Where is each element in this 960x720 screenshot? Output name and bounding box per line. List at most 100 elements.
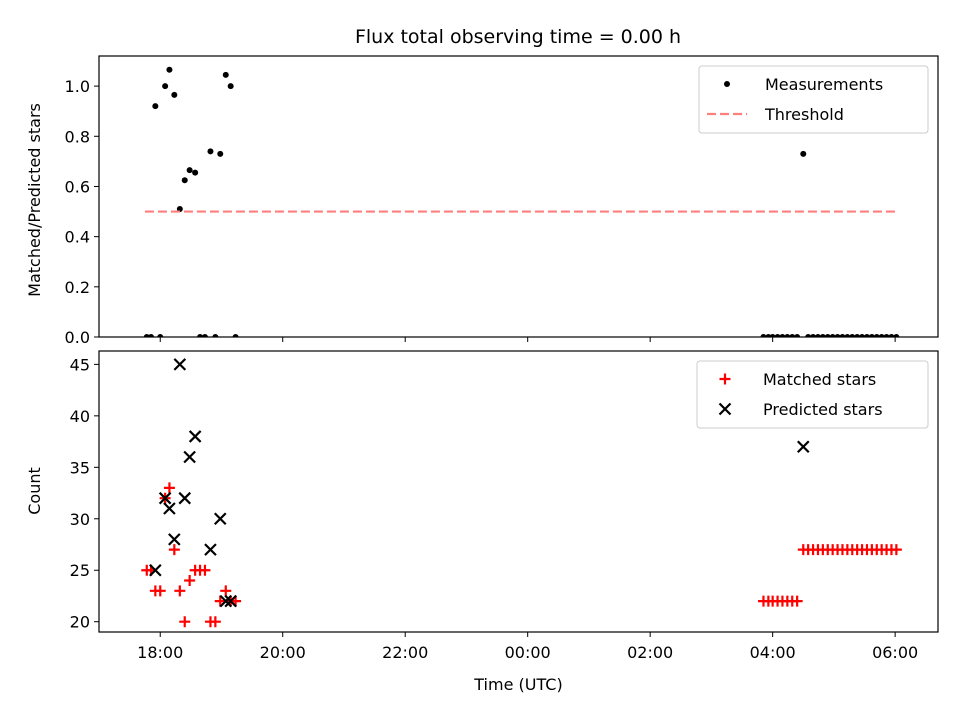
measurement-point (186, 167, 193, 174)
matched-star-marker (791, 595, 803, 607)
y-axis-label: Count (25, 467, 44, 515)
legend-measurement-marker (724, 81, 730, 87)
x-tick-label: 22:00 (382, 643, 428, 662)
y-tick-label: 45 (70, 355, 90, 374)
legend-box (696, 360, 929, 429)
x-tick-label: 00:00 (505, 643, 551, 662)
measurement-point (181, 177, 188, 184)
x-tick-label: 20:00 (260, 643, 306, 662)
plot-area (141, 358, 902, 628)
predicted-star-marker (188, 430, 202, 443)
predicted-star-marker (149, 563, 162, 577)
measurement-point (854, 334, 861, 337)
x-tick-label: 18:00 (137, 643, 183, 662)
legend-label: Measurements (765, 75, 883, 94)
measurement-point (829, 334, 836, 337)
measurement-point (148, 334, 155, 337)
measurement-point (863, 334, 870, 337)
matched-star-marker (179, 616, 191, 628)
x-tick-label: 06:00 (872, 643, 918, 662)
axes-frame (98, 55, 939, 338)
measurement-point (844, 334, 851, 337)
legend-matched-marker (719, 373, 731, 385)
y-tick-label: 30 (70, 510, 90, 529)
matched-star-marker (214, 595, 226, 607)
measurement-point (784, 334, 791, 337)
y-axis-label: Matched/Predicted stars (25, 103, 44, 297)
legend: Measurements Threshold (698, 65, 929, 134)
matched-star-marker (163, 482, 175, 494)
y-tick-label: 0.6 (65, 177, 90, 196)
measurement-point (197, 334, 204, 337)
measurement-point (794, 334, 801, 337)
legend-label: Matched stars (763, 370, 876, 389)
y-tick-label: 0.8 (65, 127, 90, 146)
measurement-point (839, 334, 846, 337)
predicted-star-marker (168, 533, 181, 546)
y-tick-label: 0.0 (65, 328, 90, 347)
figure-title: Flux total observing time = 0.00 h (355, 26, 681, 48)
measurement-point (157, 334, 164, 337)
measurement-point (810, 334, 817, 337)
measurement-point (800, 150, 807, 157)
measurement-point (849, 334, 856, 337)
predicted-star-marker (796, 440, 810, 454)
measurement-point (760, 334, 767, 337)
legend-label: Predicted stars (763, 400, 883, 419)
measurement-point (222, 71, 229, 78)
measurement-point (893, 334, 900, 337)
matched-star-marker (184, 575, 196, 587)
y-tick-label: 35 (70, 458, 90, 477)
flux-ratio-panel: 0.0 0.2 0.4 0.6 0.8 1.0 Matched/Predicted star… (25, 55, 939, 347)
measurement-point (192, 169, 199, 176)
matched-star-marker (174, 585, 186, 597)
measurement-point (212, 334, 219, 337)
matched-star-marker (220, 585, 232, 597)
predicted-star-marker (178, 491, 192, 505)
measurement-point (789, 334, 796, 337)
predicted-star-marker (158, 491, 172, 505)
measurement-point (859, 334, 866, 337)
matched-star-marker (168, 544, 180, 556)
matched-star-marker (890, 544, 902, 556)
star-count-panel: 20 25 30 35 40 45 18:00 20:00 22:00 00:00 02:00 04:… (25, 350, 939, 694)
legend: Matched stars Predicted stars (696, 360, 929, 429)
predicted-star-marker (204, 543, 217, 556)
measurement-point (774, 334, 781, 337)
predicted-star-marker (173, 358, 187, 371)
measurement-point (779, 334, 786, 337)
y-tick-label: 40 (70, 407, 90, 426)
x-axis-label: Time (UTC) (473, 675, 562, 694)
measurement-point (834, 334, 841, 337)
predicted-star-marker (183, 450, 196, 464)
y-tick-label: 0.4 (65, 228, 90, 247)
measurement-point (769, 334, 776, 337)
measurement-point (207, 148, 214, 155)
matched-star-marker (209, 616, 221, 628)
measurement-point (217, 150, 224, 157)
measurement-point (824, 334, 831, 337)
measurement-point (227, 83, 234, 90)
measurement-point (883, 334, 890, 337)
y-tick-label: 0.2 (65, 278, 90, 297)
matched-star-marker (154, 585, 166, 597)
measurement-point (166, 66, 173, 73)
y-tick-label: 25 (70, 561, 90, 580)
legend-box (698, 65, 929, 134)
predicted-star-marker (163, 502, 176, 515)
y-tick-label: 20 (70, 613, 90, 632)
measurement-point (878, 334, 885, 337)
measurement-point (232, 334, 239, 337)
plot-area (143, 66, 900, 337)
predicted-star-marker (213, 512, 227, 526)
measurement-point (201, 334, 208, 337)
predicted-star-marker (224, 594, 237, 608)
x-tick-label: 04:00 (750, 643, 796, 662)
measurement-point (819, 334, 826, 337)
y-tick-label: 1.0 (65, 77, 90, 96)
measurement-point (814, 334, 821, 337)
measurement-point (171, 91, 178, 98)
legend-label: Threshold (764, 105, 844, 124)
measurement-point (888, 334, 895, 337)
